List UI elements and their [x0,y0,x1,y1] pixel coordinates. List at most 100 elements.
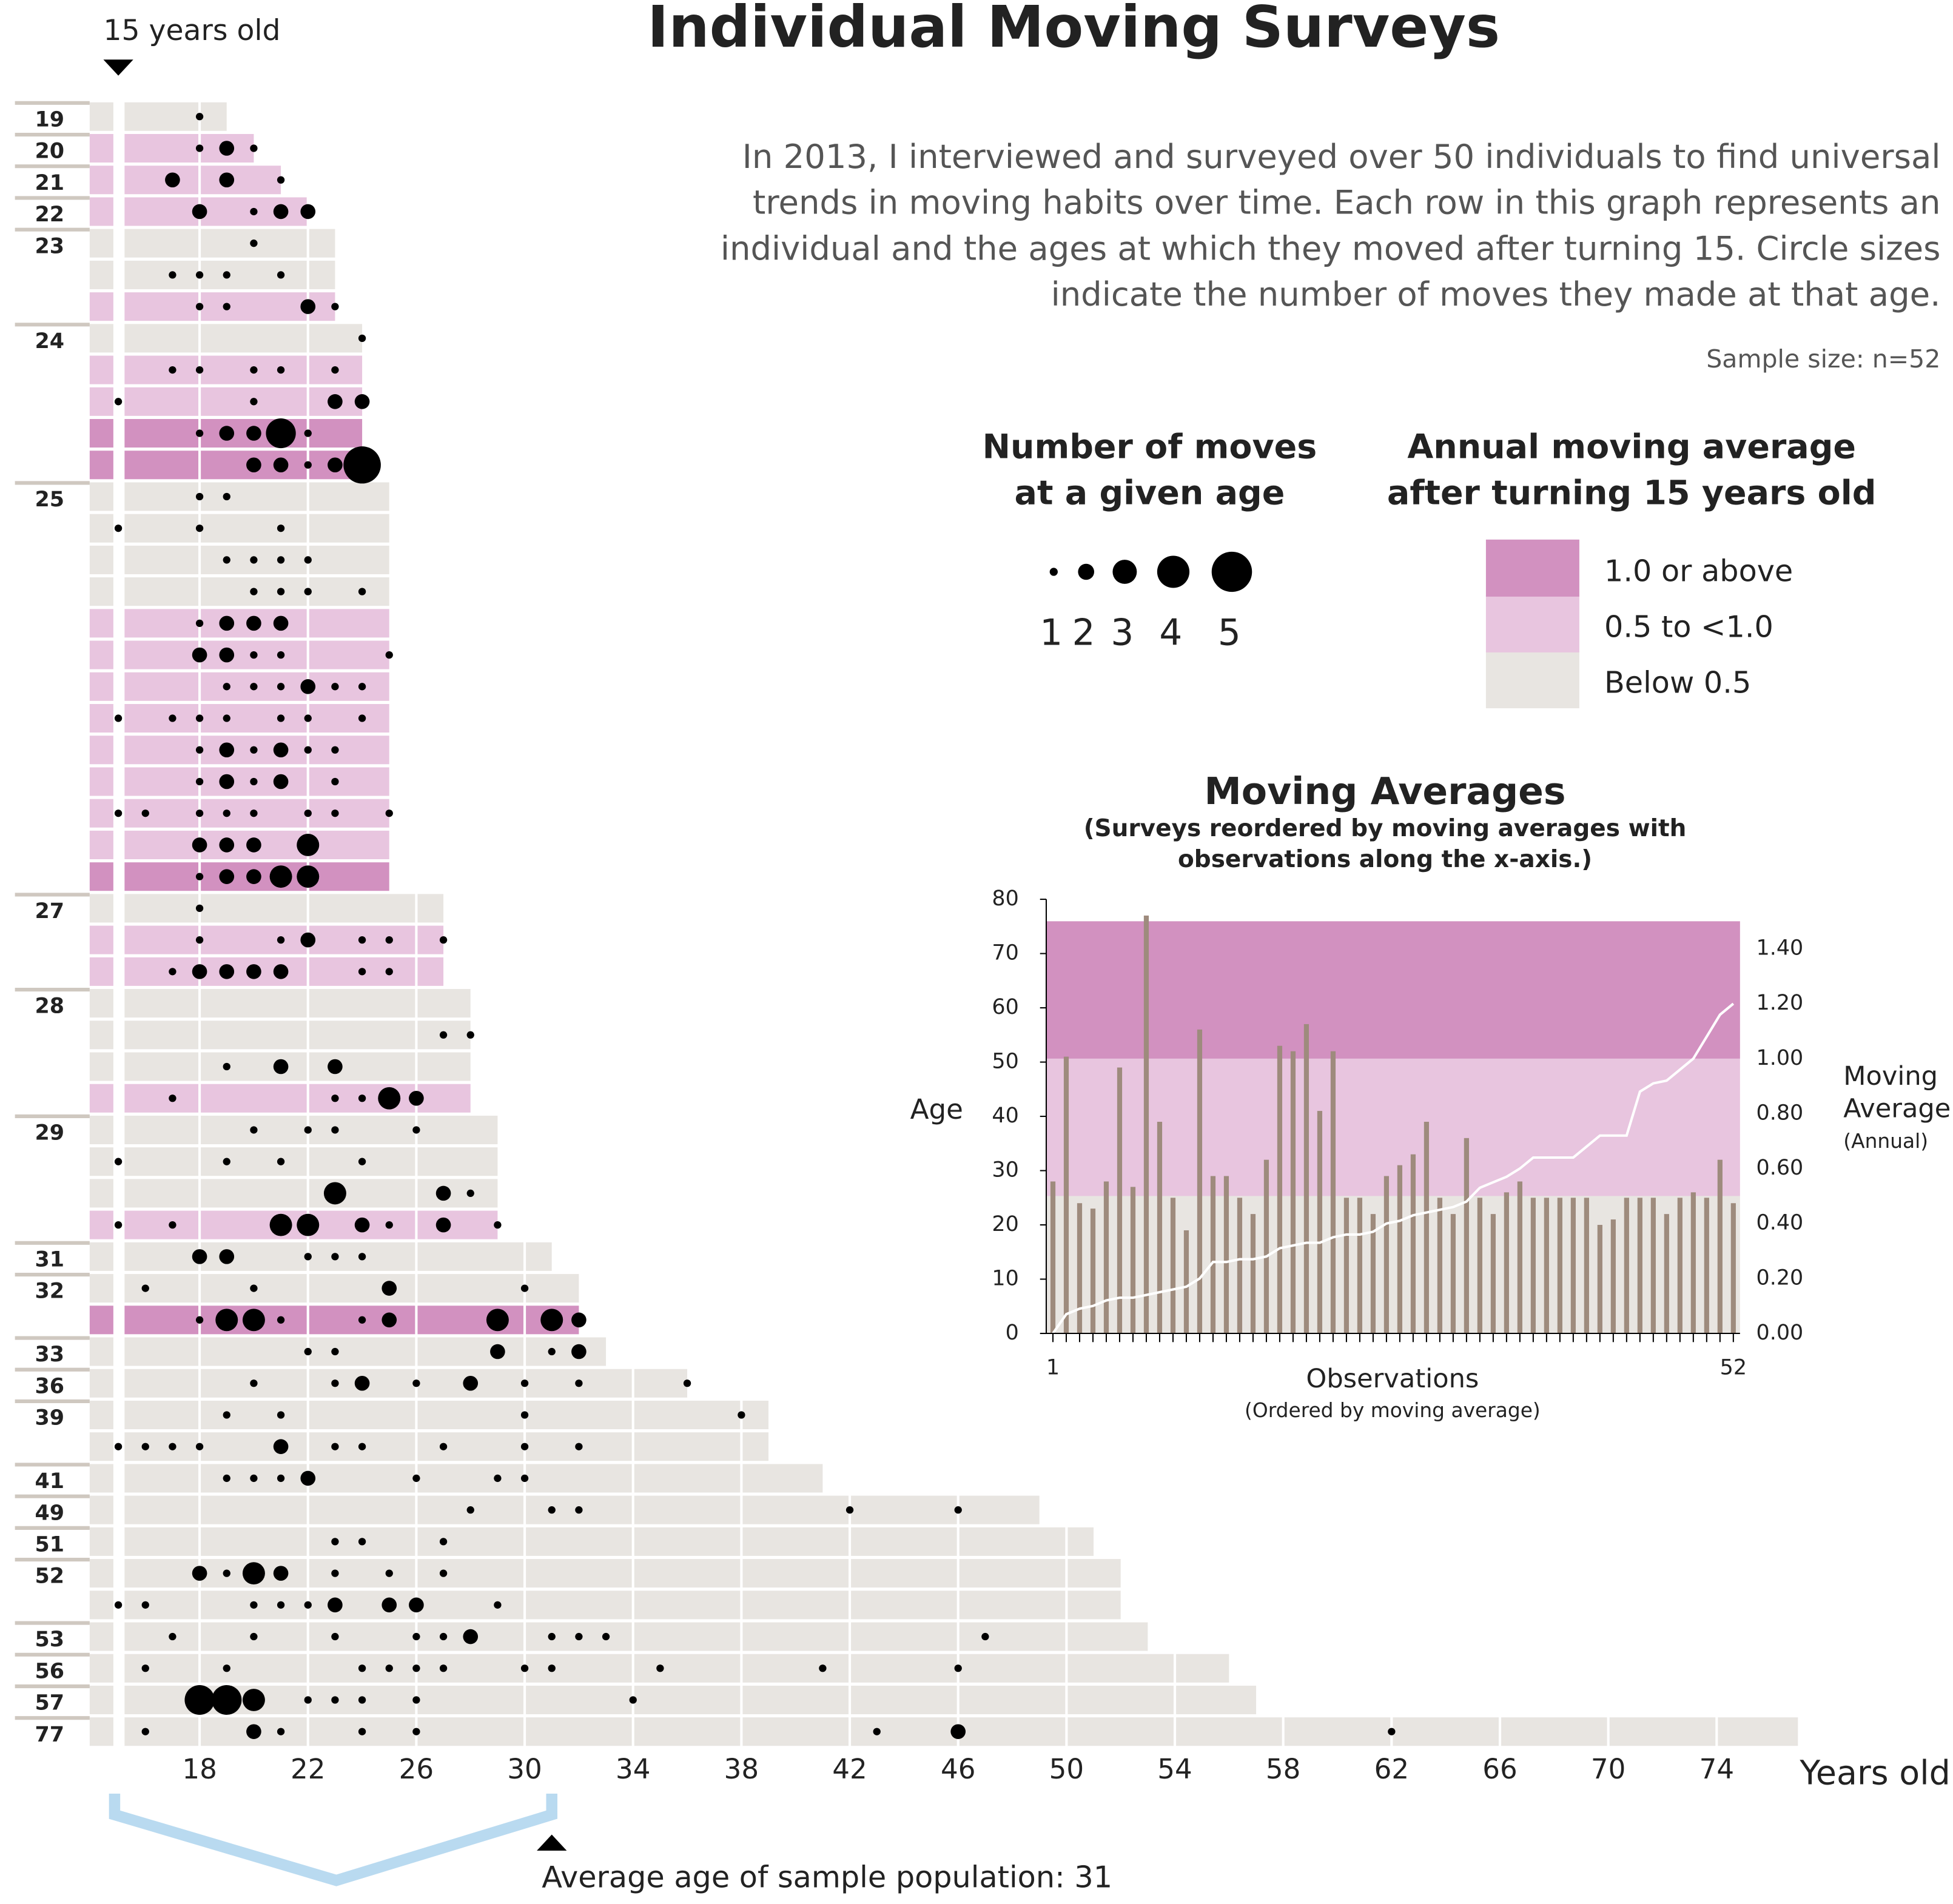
move-dot [277,1728,285,1735]
size-legend-dot [1078,563,1095,580]
move-dot [195,429,204,437]
row-stub [89,609,113,638]
move-dot [141,1728,149,1735]
move-dot [215,1309,238,1332]
move-dot [439,936,448,944]
age-bar [1277,1045,1283,1334]
move-dot [304,588,312,595]
move-dot [195,144,204,152]
move-dot [954,1664,962,1672]
move-dot [219,426,235,441]
move-dot [223,1158,230,1165]
move-dot [250,240,258,247]
age-bar [1584,1198,1589,1334]
move-dot [385,1569,393,1577]
move-dot [629,1696,637,1704]
row-stub [89,1179,113,1208]
age-bar [1343,1198,1350,1334]
move-dot [358,1443,366,1450]
move-dot [250,1601,258,1609]
row-bar [124,133,254,163]
move-dot [520,1411,529,1419]
move-dot [435,1185,451,1201]
move-dot [223,556,230,564]
row-age-label: 28 [35,994,65,1019]
row-bar [124,1021,471,1050]
move-dot [548,1347,556,1356]
age-bar [1050,1181,1056,1334]
move-dot [466,1506,474,1514]
move-dot [223,271,230,279]
move-dot [354,394,370,409]
inset-title: Moving Averages [1205,770,1566,813]
move-dot [409,1597,424,1613]
row-bar [124,1527,1094,1556]
age-bar [1410,1154,1416,1334]
age-bar [1704,1198,1709,1334]
move-dot [223,492,230,501]
row-stub [89,1274,113,1303]
move-dot [277,271,285,279]
move-dot [439,1632,448,1641]
age-bar [1730,1203,1736,1334]
row-stub [89,545,113,574]
row-age-label: 22 [35,203,65,227]
move-dot [385,936,393,944]
row-bar [124,1559,1121,1588]
row-stub [89,1369,113,1398]
move-dot [300,1470,316,1486]
row-age-label: 52 [35,1564,65,1589]
move-dot [223,303,230,310]
move-dot [439,1031,448,1039]
move-dot [304,1126,312,1134]
row-stub [89,1685,113,1715]
move-dot [412,1126,420,1134]
move-dot [273,204,289,220]
row-stub [89,1210,113,1239]
move-dot [273,964,289,979]
row-age-label: 77 [35,1723,65,1747]
move-dot [331,1569,339,1577]
row-age-label: 19 [35,107,65,132]
move-dot [358,1538,366,1546]
age-bar [1664,1214,1669,1334]
size-legend-label: 2 [1072,612,1095,654]
move-dot [385,1221,393,1229]
row-bar [124,514,389,543]
move-dot [141,810,149,817]
move-dot [409,1090,424,1106]
move-dot [331,1632,339,1641]
row-age-label: 27 [35,899,65,924]
age-bar [1477,1198,1483,1334]
move-dot [575,1443,583,1450]
move-dot [273,742,289,758]
y2-tick-label: 1.20 [1756,991,1804,1015]
row-stub [89,640,113,669]
move-dot [328,1059,343,1074]
move-dot [219,837,235,853]
move-dot [304,746,312,754]
move-dot [273,615,289,631]
move-dot [1388,1728,1396,1735]
row-stub [89,1147,113,1176]
y-tick-label: 60 [992,995,1018,1019]
size-legend-label: 4 [1159,612,1182,654]
description-line: In 2013, I interviewed and surveyed over… [742,138,1941,176]
move-dot [463,1629,479,1644]
row-stub [89,704,113,733]
move-dot [219,141,235,156]
age-bar [1610,1219,1616,1334]
color-legend-title: after turning 15 years old [1387,474,1876,512]
move-dot [277,525,285,532]
move-dot [520,1474,529,1483]
move-dot [250,366,258,374]
move-dot [300,299,316,314]
age-bar [1530,1198,1536,1334]
row-age-label: 20 [35,139,65,164]
move-dot [602,1632,610,1641]
age-bar [1437,1198,1443,1334]
row-stub [89,925,113,954]
description-line: trends in moving habits over time. Each … [753,184,1940,222]
move-dot [141,1601,149,1609]
move-dot [192,964,207,979]
